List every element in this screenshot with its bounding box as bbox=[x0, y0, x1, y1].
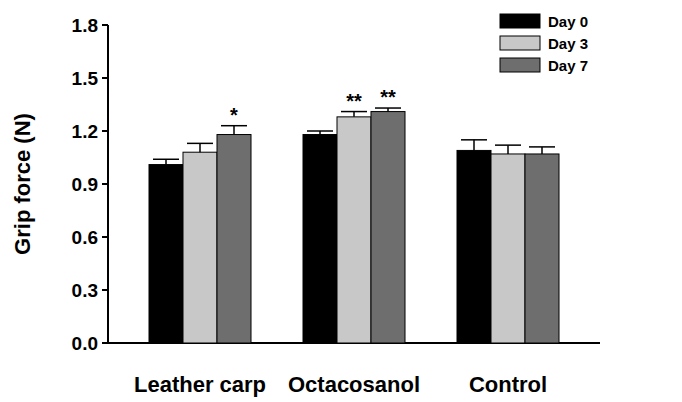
y-axis-label: Grip force (N) bbox=[10, 113, 35, 255]
y-tick bbox=[102, 236, 108, 238]
legend-label: Day 3 bbox=[548, 35, 588, 52]
error-bars bbox=[153, 108, 555, 165]
y-tick bbox=[102, 24, 108, 26]
y-tick bbox=[102, 183, 108, 185]
bar bbox=[371, 112, 405, 343]
y-tick-label: 0.9 bbox=[72, 174, 98, 195]
legend-swatch bbox=[500, 58, 540, 72]
error-bar bbox=[341, 112, 367, 117]
bars bbox=[149, 112, 559, 343]
x-tick-label: Leather carp bbox=[134, 372, 266, 397]
error-stem bbox=[165, 159, 167, 164]
y-tick bbox=[102, 289, 108, 291]
error-stem bbox=[353, 112, 355, 117]
error-stem bbox=[199, 143, 201, 152]
error-bar bbox=[153, 159, 179, 164]
error-stem bbox=[507, 145, 509, 154]
significance: ** bbox=[346, 90, 362, 112]
bar bbox=[183, 152, 217, 343]
x-tick-label: Control bbox=[469, 372, 547, 397]
y-tick bbox=[102, 77, 108, 79]
error-cap bbox=[153, 159, 179, 161]
significance: * bbox=[230, 104, 238, 126]
y-tick-label: 1.5 bbox=[72, 68, 99, 89]
y-tick-label: 1.2 bbox=[72, 121, 98, 142]
legend-label: Day 0 bbox=[548, 13, 588, 30]
error-cap bbox=[461, 139, 487, 141]
error-cap bbox=[187, 143, 213, 145]
chart: 0.0 0.3 0.6 0.9 1.2 1.5 1.8 Grip force (N) Leath… bbox=[0, 0, 682, 402]
error-stem bbox=[541, 147, 543, 154]
legend-label: Day 7 bbox=[548, 57, 588, 74]
error-bar bbox=[529, 147, 555, 154]
bar bbox=[217, 135, 251, 343]
error-bar bbox=[461, 140, 487, 151]
legend-swatch bbox=[500, 14, 540, 28]
error-bar bbox=[495, 145, 521, 154]
y-tick-label: 0.6 bbox=[72, 227, 98, 248]
y-tick bbox=[102, 130, 108, 132]
legend-swatch bbox=[500, 36, 540, 50]
bar bbox=[457, 150, 491, 343]
y-tick-label: 0.3 bbox=[72, 280, 98, 301]
bar bbox=[149, 165, 183, 343]
error-stem bbox=[233, 126, 235, 135]
error-cap bbox=[495, 144, 521, 146]
bar bbox=[303, 135, 337, 343]
x-tick-label: Octacosanol bbox=[288, 372, 420, 397]
y-tick-label: 1.8 bbox=[72, 15, 98, 36]
error-cap bbox=[529, 146, 555, 148]
error-bar bbox=[187, 143, 213, 152]
error-bar bbox=[375, 108, 401, 112]
y-tick bbox=[102, 342, 108, 344]
error-bar bbox=[221, 126, 247, 135]
bar bbox=[337, 117, 371, 343]
bar bbox=[525, 154, 559, 343]
error-stem bbox=[473, 140, 475, 151]
y-tick-label: 0.0 bbox=[72, 333, 98, 354]
error-cap bbox=[307, 130, 333, 132]
legend: Day 0 Day 3 Day 7 bbox=[500, 13, 588, 74]
error-bar bbox=[307, 131, 333, 135]
significance: ** bbox=[380, 86, 396, 108]
bar bbox=[491, 154, 525, 343]
